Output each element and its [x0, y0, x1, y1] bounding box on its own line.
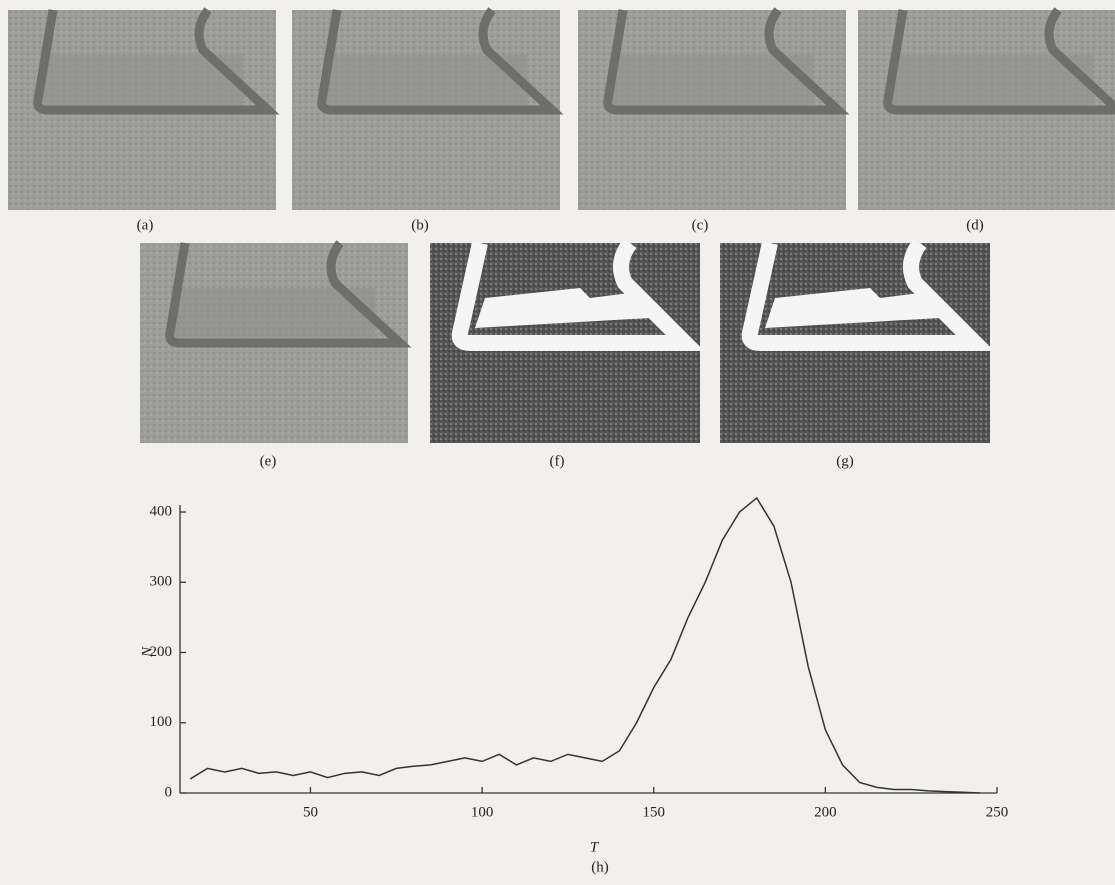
x-tick-label: 200 [814, 804, 837, 820]
panel-label: (c) [692, 217, 709, 233]
y-tick-label: 200 [150, 644, 173, 660]
photos [8, 10, 1115, 443]
photo-f [430, 243, 700, 443]
panel-label: (g) [836, 453, 854, 469]
y-tick-label: 100 [150, 714, 173, 730]
y-tick-label: 0 [165, 784, 173, 800]
x-tick-label: 150 [642, 804, 665, 820]
panel-label: (f) [550, 453, 565, 469]
photo-d [858, 10, 1115, 210]
photo-g [720, 243, 990, 443]
x-tick-label: 50 [303, 804, 318, 820]
data-line [189, 496, 980, 794]
photo-a [8, 10, 276, 210]
panel-label: (e) [260, 453, 277, 469]
panel-label: (b) [411, 217, 429, 233]
y-axis-label: N [139, 646, 155, 658]
panel-label: (h) [591, 859, 609, 875]
photo-b [292, 10, 560, 210]
photo-e [140, 243, 408, 443]
y-tick-label: 400 [150, 503, 173, 519]
x-tick-label: 100 [471, 804, 494, 820]
x-tick-label: 250 [986, 804, 1009, 820]
photo-c [578, 10, 846, 210]
x-axis-label: T [590, 839, 600, 855]
panel-label: (a) [137, 217, 154, 233]
panel-label: (d) [966, 217, 984, 233]
y-tick-label: 300 [150, 574, 173, 590]
